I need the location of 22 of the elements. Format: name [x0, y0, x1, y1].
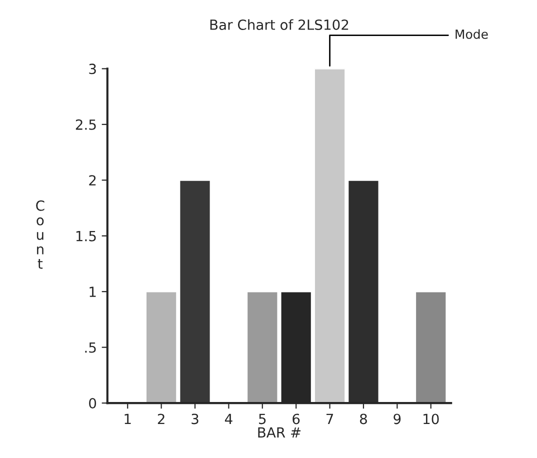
x-tick-label: 1 — [124, 414, 131, 424]
y-tick-label: .5 — [85, 342, 96, 353]
x-tick-label: 10 — [424, 414, 439, 424]
chart-title: Bar Chart of 2LS102 — [210, 19, 348, 30]
y-axis-title: Count — [36, 200, 44, 269]
x-tick-label: 8 — [360, 414, 367, 424]
annotation: Mode — [456, 29, 488, 39]
y-tick-label: 0 — [89, 398, 96, 409]
y-tick-label: 2.5 — [76, 119, 96, 130]
y-tick-label: 1.5 — [76, 231, 96, 242]
x-tick-label: 5 — [259, 414, 266, 424]
x-tick-label: 4 — [224, 414, 232, 424]
y-tick-label: 3 — [89, 64, 96, 74]
x-tick-label: 6 — [292, 414, 300, 424]
x-tick-label: 9 — [394, 414, 401, 424]
bar — [414, 290, 448, 404]
y-tick-label: 1 — [90, 286, 96, 297]
x-axis-title: BAR # — [258, 427, 301, 438]
x-tick-label: 2 — [158, 414, 164, 424]
x-tick-label: 7 — [326, 414, 334, 424]
x-tick-label: 3 — [192, 414, 198, 424]
y-tick-label: 2 — [89, 175, 96, 186]
